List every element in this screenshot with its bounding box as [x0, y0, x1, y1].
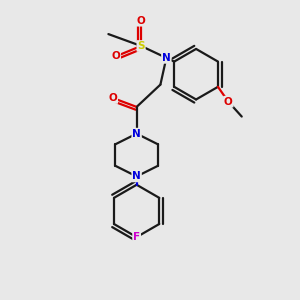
Text: N: N: [162, 53, 171, 63]
Text: O: O: [137, 16, 146, 26]
Text: N: N: [132, 129, 141, 139]
Text: F: F: [133, 232, 140, 242]
Text: O: O: [109, 93, 117, 103]
Text: O: O: [224, 97, 233, 107]
Text: S: S: [137, 41, 145, 51]
Text: O: O: [111, 51, 120, 62]
Text: N: N: [132, 172, 141, 182]
